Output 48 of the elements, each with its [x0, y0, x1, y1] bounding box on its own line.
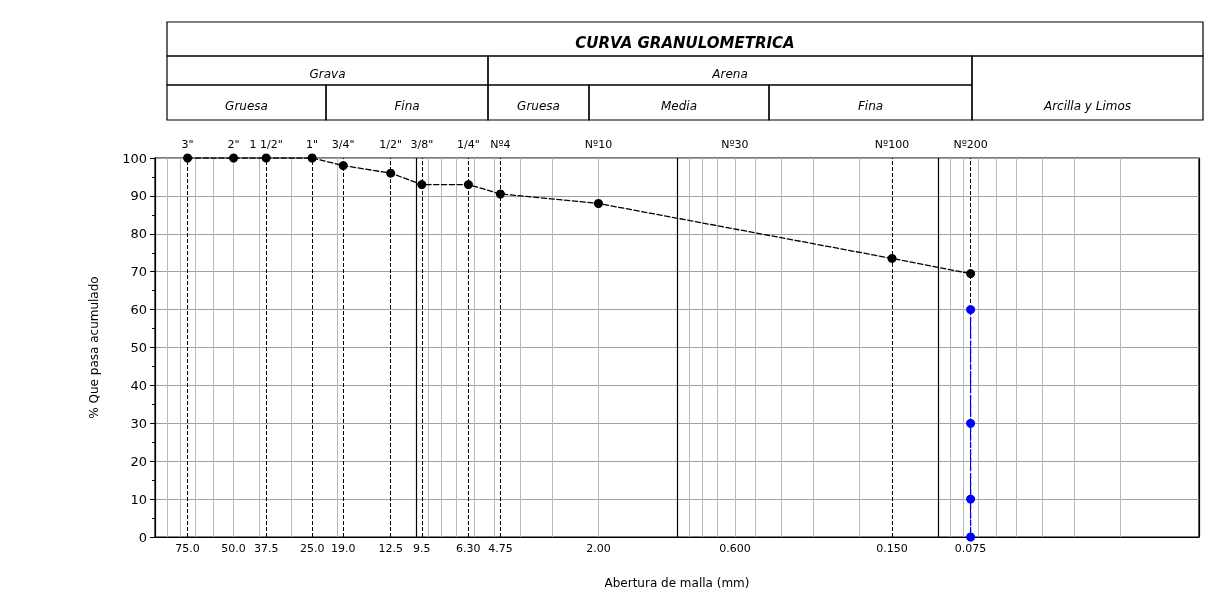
x-tick-label: 50.0: [221, 542, 246, 555]
text: Gruesa: [225, 98, 268, 113]
x-tick-label: 0.075: [954, 542, 987, 555]
y-tick-label: 70: [130, 264, 147, 280]
x-tick-label: 12.5: [378, 542, 403, 555]
text: 1/4": [456, 137, 480, 151]
text: Nº4: [490, 137, 511, 151]
text: Media: [660, 98, 698, 113]
y-tick-label: 90: [130, 188, 147, 204]
x-tick-label: 4.75: [488, 542, 513, 555]
text: 3/4": [331, 137, 355, 151]
y-tick-label: 60: [130, 302, 147, 318]
y-tick-label: 10: [130, 491, 147, 507]
text: 3": [181, 137, 194, 151]
text: Fina: [394, 98, 420, 113]
x-tick-label: 6.30: [456, 542, 481, 555]
y-tick-label: 50: [130, 340, 147, 355]
x-tick-label: 25.0: [299, 542, 325, 555]
y-tick-label: 30: [130, 415, 147, 431]
text: Nº30: [721, 137, 749, 151]
x-tick-label: 0.600: [719, 542, 751, 555]
x-tick-label: 75.0: [175, 542, 200, 555]
x-tick-label: 0.150: [876, 542, 908, 555]
text: 1/2": [379, 137, 403, 151]
x-axis-title: Abertura de malla (mm): [604, 576, 750, 590]
text: 1": [306, 137, 319, 151]
y-tick-label: 80: [130, 226, 147, 242]
y-tick-label: 0: [138, 529, 147, 545]
text: Grava: [309, 66, 346, 81]
x-tick-label: 9.5: [413, 542, 431, 555]
x-tick-label: 19.0: [331, 542, 356, 555]
text: Gruesa: [517, 98, 560, 113]
text: Arena: [711, 66, 748, 81]
text: Fina: [857, 98, 884, 113]
chart-title: CURVA GRANULOMETRICA: [575, 34, 795, 52]
text: 2": [227, 137, 240, 151]
text: Arcilla y Limos: [1042, 98, 1132, 113]
y-axis-title: % Que pasa acumulado: [87, 276, 101, 419]
x-tick-label: 2.00: [586, 542, 611, 555]
y-tick-label: 40: [130, 377, 147, 393]
text: Nº100: [874, 137, 910, 151]
text: Nº10: [584, 137, 613, 151]
x-tick-label: 37.5: [253, 542, 279, 555]
text: Nº200: [953, 137, 988, 151]
y-tick-label: 100: [122, 150, 147, 166]
text: 1 1/2": [249, 137, 283, 151]
y-tick-label: 20: [130, 453, 147, 469]
text: 3/8": [410, 137, 434, 151]
